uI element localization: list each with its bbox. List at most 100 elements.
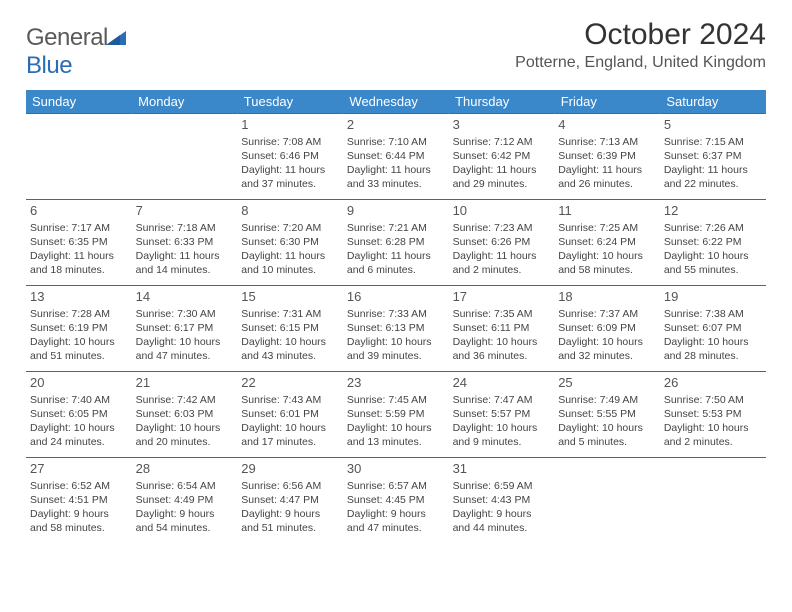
day-number: 21	[136, 374, 234, 392]
daylight-line: Daylight: 10 hours and 9 minutes.	[453, 421, 551, 449]
sunset-line: Sunset: 6:11 PM	[453, 321, 551, 335]
day-number: 2	[347, 116, 445, 134]
day-number: 31	[453, 460, 551, 478]
daylight-line: Daylight: 10 hours and 20 minutes.	[136, 421, 234, 449]
sunrise-line: Sunrise: 6:59 AM	[453, 479, 551, 493]
calendar-cell: 20Sunrise: 7:40 AMSunset: 6:05 PMDayligh…	[26, 372, 132, 458]
sunset-line: Sunset: 5:53 PM	[664, 407, 762, 421]
calendar-cell: 7Sunrise: 7:18 AMSunset: 6:33 PMDaylight…	[132, 200, 238, 286]
day-number: 23	[347, 374, 445, 392]
daylight-line: Daylight: 11 hours and 22 minutes.	[664, 163, 762, 191]
day-number: 9	[347, 202, 445, 220]
sunset-line: Sunset: 6:19 PM	[30, 321, 128, 335]
sunrise-line: Sunrise: 7:31 AM	[241, 307, 339, 321]
sunrise-line: Sunrise: 7:30 AM	[136, 307, 234, 321]
sunset-line: Sunset: 6:07 PM	[664, 321, 762, 335]
daylight-line: Daylight: 10 hours and 17 minutes.	[241, 421, 339, 449]
sunrise-line: Sunrise: 7:18 AM	[136, 221, 234, 235]
day-number: 12	[664, 202, 762, 220]
sunrise-line: Sunrise: 7:21 AM	[347, 221, 445, 235]
sunrise-line: Sunrise: 7:47 AM	[453, 393, 551, 407]
day-header: Thursday	[449, 90, 555, 114]
calendar-cell: 17Sunrise: 7:35 AMSunset: 6:11 PMDayligh…	[449, 286, 555, 372]
daylight-line: Daylight: 10 hours and 2 minutes.	[664, 421, 762, 449]
sunset-line: Sunset: 5:55 PM	[558, 407, 656, 421]
sunset-line: Sunset: 6:03 PM	[136, 407, 234, 421]
daylight-line: Daylight: 10 hours and 32 minutes.	[558, 335, 656, 363]
day-number: 24	[453, 374, 551, 392]
sunrise-line: Sunrise: 6:56 AM	[241, 479, 339, 493]
day-number: 10	[453, 202, 551, 220]
daylight-line: Daylight: 11 hours and 10 minutes.	[241, 249, 339, 277]
calendar-cell	[554, 458, 660, 544]
sunrise-line: Sunrise: 7:38 AM	[664, 307, 762, 321]
day-header: Saturday	[660, 90, 766, 114]
day-number: 19	[664, 288, 762, 306]
daylight-line: Daylight: 9 hours and 47 minutes.	[347, 507, 445, 535]
calendar-week-row: 1Sunrise: 7:08 AMSunset: 6:46 PMDaylight…	[26, 114, 766, 200]
sunrise-line: Sunrise: 7:17 AM	[30, 221, 128, 235]
daylight-line: Daylight: 11 hours and 14 minutes.	[136, 249, 234, 277]
daylight-line: Daylight: 11 hours and 33 minutes.	[347, 163, 445, 191]
day-header: Sunday	[26, 90, 132, 114]
day-number: 20	[30, 374, 128, 392]
daylight-line: Daylight: 11 hours and 2 minutes.	[453, 249, 551, 277]
sunrise-line: Sunrise: 7:43 AM	[241, 393, 339, 407]
day-header: Tuesday	[237, 90, 343, 114]
daylight-line: Daylight: 9 hours and 54 minutes.	[136, 507, 234, 535]
calendar-table: SundayMondayTuesdayWednesdayThursdayFrid…	[26, 90, 766, 544]
sunrise-line: Sunrise: 7:13 AM	[558, 135, 656, 149]
sunset-line: Sunset: 6:28 PM	[347, 235, 445, 249]
daylight-line: Daylight: 9 hours and 58 minutes.	[30, 507, 128, 535]
sunset-line: Sunset: 6:46 PM	[241, 149, 339, 163]
calendar-cell: 1Sunrise: 7:08 AMSunset: 6:46 PMDaylight…	[237, 114, 343, 200]
daylight-line: Daylight: 11 hours and 18 minutes.	[30, 249, 128, 277]
calendar-cell: 4Sunrise: 7:13 AMSunset: 6:39 PMDaylight…	[554, 114, 660, 200]
calendar-cell: 25Sunrise: 7:49 AMSunset: 5:55 PMDayligh…	[554, 372, 660, 458]
sunset-line: Sunset: 5:57 PM	[453, 407, 551, 421]
calendar-cell: 18Sunrise: 7:37 AMSunset: 6:09 PMDayligh…	[554, 286, 660, 372]
sunrise-line: Sunrise: 7:08 AM	[241, 135, 339, 149]
calendar-week-row: 20Sunrise: 7:40 AMSunset: 6:05 PMDayligh…	[26, 372, 766, 458]
logo-text: GeneralBlue	[26, 24, 126, 80]
calendar-cell: 11Sunrise: 7:25 AMSunset: 6:24 PMDayligh…	[554, 200, 660, 286]
day-number: 16	[347, 288, 445, 306]
calendar-cell: 24Sunrise: 7:47 AMSunset: 5:57 PMDayligh…	[449, 372, 555, 458]
sunset-line: Sunset: 6:15 PM	[241, 321, 339, 335]
logo-text-gray: General	[26, 24, 108, 51]
calendar-cell: 8Sunrise: 7:20 AMSunset: 6:30 PMDaylight…	[237, 200, 343, 286]
sunrise-line: Sunrise: 7:33 AM	[347, 307, 445, 321]
sunrise-line: Sunrise: 6:54 AM	[136, 479, 234, 493]
day-number: 17	[453, 288, 551, 306]
sunrise-line: Sunrise: 7:23 AM	[453, 221, 551, 235]
calendar-cell: 15Sunrise: 7:31 AMSunset: 6:15 PMDayligh…	[237, 286, 343, 372]
calendar-cell: 9Sunrise: 7:21 AMSunset: 6:28 PMDaylight…	[343, 200, 449, 286]
sunset-line: Sunset: 4:51 PM	[30, 493, 128, 507]
sunset-line: Sunset: 6:26 PM	[453, 235, 551, 249]
calendar-cell: 16Sunrise: 7:33 AMSunset: 6:13 PMDayligh…	[343, 286, 449, 372]
day-number: 26	[664, 374, 762, 392]
page-header: GeneralBlue October 2024 Potterne, Engla…	[26, 18, 766, 80]
sunset-line: Sunset: 6:01 PM	[241, 407, 339, 421]
sunset-line: Sunset: 4:43 PM	[453, 493, 551, 507]
calendar-cell: 6Sunrise: 7:17 AMSunset: 6:35 PMDaylight…	[26, 200, 132, 286]
sunrise-line: Sunrise: 7:42 AM	[136, 393, 234, 407]
sunrise-line: Sunrise: 7:28 AM	[30, 307, 128, 321]
calendar-cell	[26, 114, 132, 200]
logo-triangle-icon	[106, 24, 126, 52]
day-number: 13	[30, 288, 128, 306]
calendar-cell: 29Sunrise: 6:56 AMSunset: 4:47 PMDayligh…	[237, 458, 343, 544]
calendar-week-row: 6Sunrise: 7:17 AMSunset: 6:35 PMDaylight…	[26, 200, 766, 286]
day-number: 11	[558, 202, 656, 220]
sunrise-line: Sunrise: 7:20 AM	[241, 221, 339, 235]
calendar-cell: 3Sunrise: 7:12 AMSunset: 6:42 PMDaylight…	[449, 114, 555, 200]
sunrise-line: Sunrise: 7:45 AM	[347, 393, 445, 407]
sunset-line: Sunset: 6:22 PM	[664, 235, 762, 249]
calendar-cell: 22Sunrise: 7:43 AMSunset: 6:01 PMDayligh…	[237, 372, 343, 458]
daylight-line: Daylight: 11 hours and 29 minutes.	[453, 163, 551, 191]
daylight-line: Daylight: 11 hours and 6 minutes.	[347, 249, 445, 277]
day-number: 28	[136, 460, 234, 478]
day-number: 25	[558, 374, 656, 392]
day-number: 7	[136, 202, 234, 220]
sunset-line: Sunset: 6:13 PM	[347, 321, 445, 335]
